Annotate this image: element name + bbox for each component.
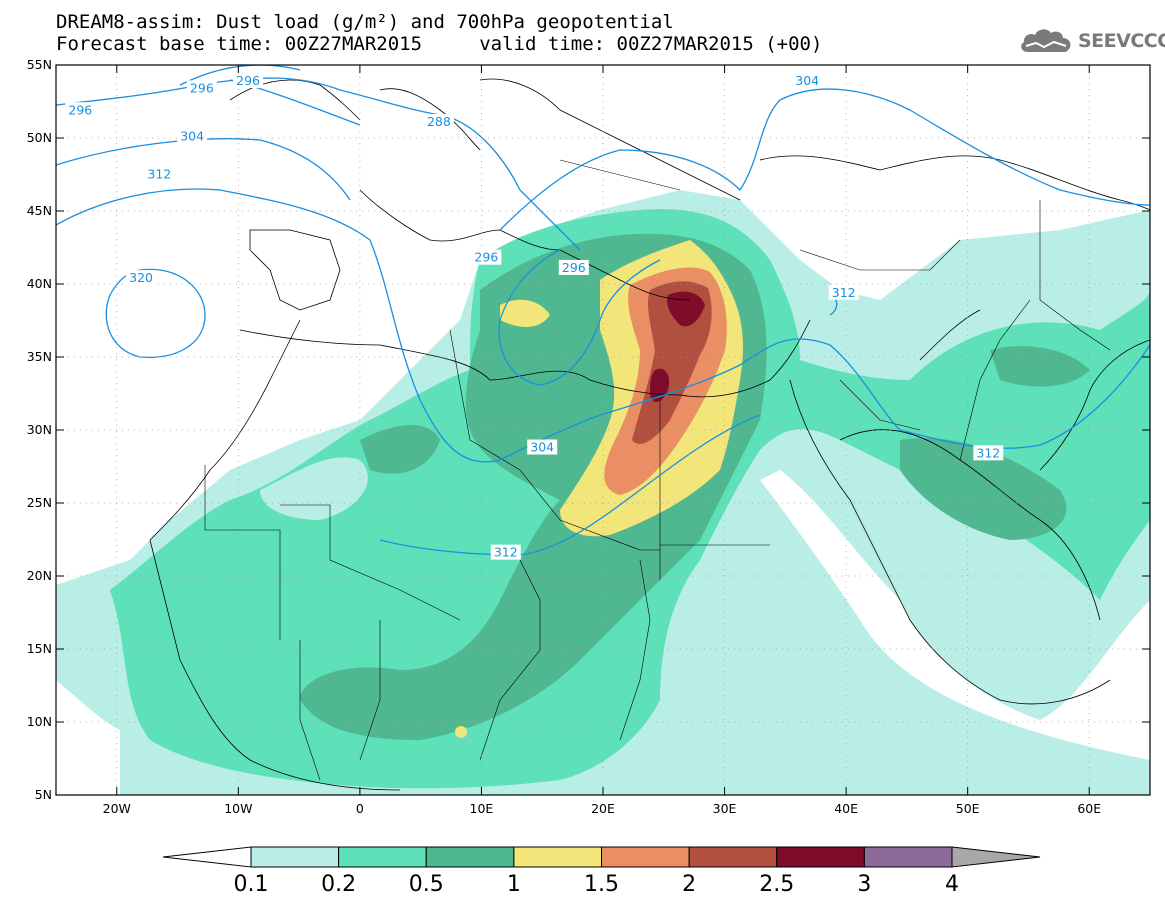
logo-text: SEEVCCC — [1078, 30, 1165, 52]
contour-value: 304 — [180, 129, 204, 144]
contour-label: 312 — [490, 544, 521, 560]
lon-tick-label: 10W — [224, 801, 252, 816]
contour-value: 296 — [474, 250, 498, 265]
axis-ticks — [56, 64, 1150, 796]
contour-value: 296 — [236, 73, 260, 88]
contour-value: 312 — [832, 285, 856, 300]
contour-value: 296 — [562, 260, 586, 275]
lon-tick-label: 20E — [591, 801, 615, 816]
cloud-logo-icon — [1021, 29, 1071, 52]
lat-tick-label: 5N — [35, 787, 52, 802]
colorbar-label: 4 — [945, 872, 959, 897]
coastlines — [149, 78, 1150, 791]
axis-labels: 55N 50N 45N 40N 35N 30N 25N 20N 15N 10N 5N 20W 10W 0 1… — [27, 57, 1101, 816]
colorbar-label: 0.5 — [408, 872, 444, 897]
contour-value: 320 — [129, 270, 153, 285]
contour-value: 296 — [68, 102, 92, 117]
country-borders — [204, 159, 1111, 781]
contour-labels: 296 296 296 288 304 304 312 320 296 296 312 304 312 3… — [65, 73, 1004, 560]
lon-tick-label: 60E — [1077, 801, 1101, 816]
lat-tick-label: 35N — [27, 349, 52, 364]
colorbar-label: 0.2 — [321, 872, 357, 897]
seevccc-logo: SEEVCCC — [1018, 26, 1165, 56]
lon-tick-label: 30E — [713, 801, 737, 816]
lon-tick-label: 10E — [470, 801, 494, 816]
contour-label: 296 — [233, 73, 264, 89]
colorbar-label: 2 — [682, 872, 697, 897]
contour-label: 296 — [471, 249, 502, 265]
contour-label: 288 — [423, 113, 454, 129]
contour-label: 304 — [177, 128, 208, 144]
lat-tick-label: 55N — [27, 57, 52, 72]
contour-label: 304 — [792, 73, 823, 89]
lat-tick-label: 50N — [27, 130, 52, 145]
contour-value: 312 — [494, 545, 518, 560]
contour-label: 296 — [558, 259, 589, 275]
contour-label: 312 — [144, 166, 175, 182]
colorbar-label: 1.5 — [584, 872, 619, 897]
contour-label: 320 — [126, 270, 157, 286]
colorbar-label: 0.1 — [233, 872, 269, 897]
contour-value: 312 — [147, 167, 171, 182]
lat-tick-label: 10N — [27, 714, 52, 729]
lat-tick-label: 40N — [27, 276, 52, 291]
title-line-1: DREAM8-assim: Dust load (g/m²) and 700hP… — [56, 11, 674, 33]
lon-tick-label: 0 — [356, 801, 364, 816]
colorbar-label: 1 — [506, 872, 521, 897]
geopotential-contours — [56, 65, 1150, 556]
contour-value: 296 — [190, 80, 214, 95]
lon-tick-label: 50E — [956, 801, 980, 816]
colorbar-label: 2.5 — [759, 872, 795, 897]
contour-value: 304 — [530, 440, 554, 455]
lon-tick-label: 20W — [103, 801, 131, 816]
contour-label: 296 — [65, 102, 96, 118]
contour-label: 296 — [186, 80, 217, 96]
lat-tick-label: 15N — [27, 641, 52, 656]
contour-label: 304 — [527, 439, 558, 455]
gridlines — [56, 65, 1150, 795]
contour-value: 304 — [795, 73, 819, 88]
lon-tick-label: 40E — [834, 801, 858, 816]
contour-label: 312 — [828, 284, 859, 300]
contour-value: 312 — [976, 445, 1000, 460]
dust-shading — [56, 190, 1150, 795]
lat-tick-label: 45N — [27, 203, 52, 218]
title-line-2: Forecast base time: 00Z27MAR2015 valid t… — [56, 33, 823, 55]
dust-band-2.5 — [667, 291, 705, 327]
lat-tick-label: 20N — [27, 568, 52, 583]
contour-value: 288 — [427, 114, 451, 129]
lat-tick-label: 25N — [27, 495, 52, 510]
colorbar-label: 3 — [857, 872, 872, 897]
contour-label: 312 — [973, 445, 1004, 461]
lat-tick-label: 30N — [27, 422, 52, 437]
